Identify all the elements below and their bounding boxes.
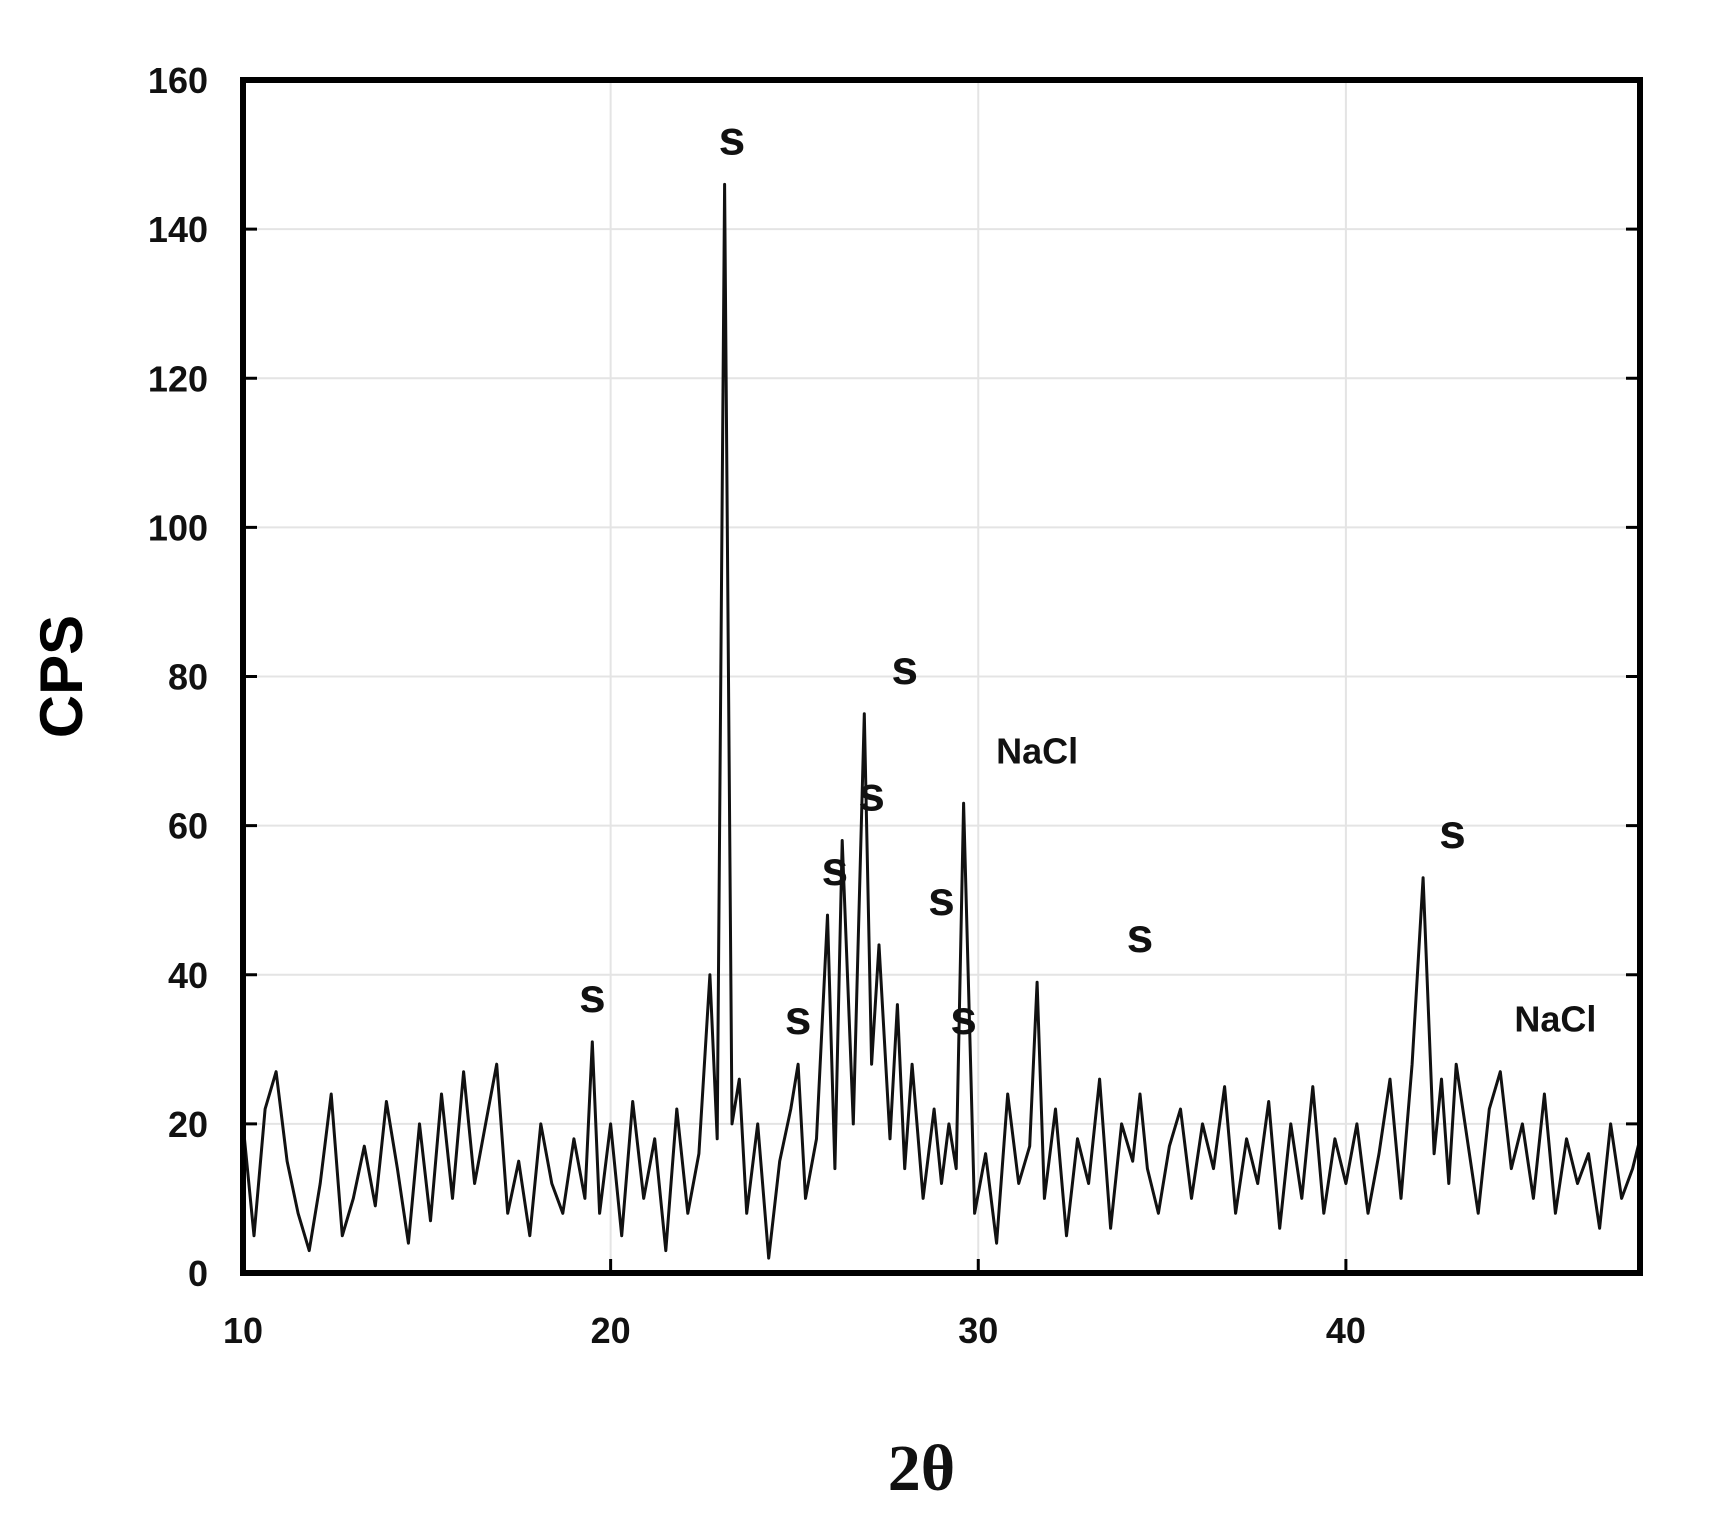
y-tick-label: 80 bbox=[168, 657, 208, 698]
grid-layer bbox=[243, 80, 1640, 1273]
peak-label-s: s bbox=[1439, 806, 1466, 859]
peak-label-s: s bbox=[579, 970, 606, 1023]
peak-label-s: s bbox=[950, 992, 977, 1045]
x-tick-label: 40 bbox=[1326, 1310, 1366, 1351]
peak-label-s: s bbox=[719, 112, 746, 165]
x-tick-label: 30 bbox=[958, 1310, 998, 1351]
y-tick-label: 160 bbox=[148, 60, 208, 101]
axes-layer: 0 20 40 60 80 100 120 140 160 10 20 30 40 bbox=[148, 60, 1643, 1351]
peak-label-s: s bbox=[858, 769, 885, 822]
x-axis-label: 2θ bbox=[888, 1432, 955, 1505]
y-axis-label: CPS bbox=[28, 615, 95, 738]
x-tick-label: 20 bbox=[591, 1310, 631, 1351]
peak-label-s: s bbox=[785, 992, 812, 1045]
peak-label-s: s bbox=[928, 873, 955, 926]
y-tick-label: 140 bbox=[148, 209, 208, 250]
y-tick-label: 20 bbox=[168, 1104, 208, 1145]
y-tick-label: 60 bbox=[168, 806, 208, 847]
peak-label-nacl: NaCl bbox=[1514, 999, 1596, 1040]
peak-label-s: s bbox=[822, 843, 849, 896]
series-line bbox=[241, 182, 1642, 1260]
x-tick-label: 10 bbox=[223, 1310, 263, 1351]
y-tick-label: 40 bbox=[168, 955, 208, 996]
y-tick-label: 0 bbox=[188, 1253, 208, 1294]
y-tick-label: 120 bbox=[148, 358, 208, 399]
peak-label-nacl: NaCl bbox=[996, 730, 1078, 771]
plot-layer bbox=[241, 182, 1642, 1260]
peak-label-s: s bbox=[1127, 910, 1154, 963]
peak-label-s: s bbox=[891, 642, 918, 695]
y-tick-label: 100 bbox=[148, 507, 208, 548]
